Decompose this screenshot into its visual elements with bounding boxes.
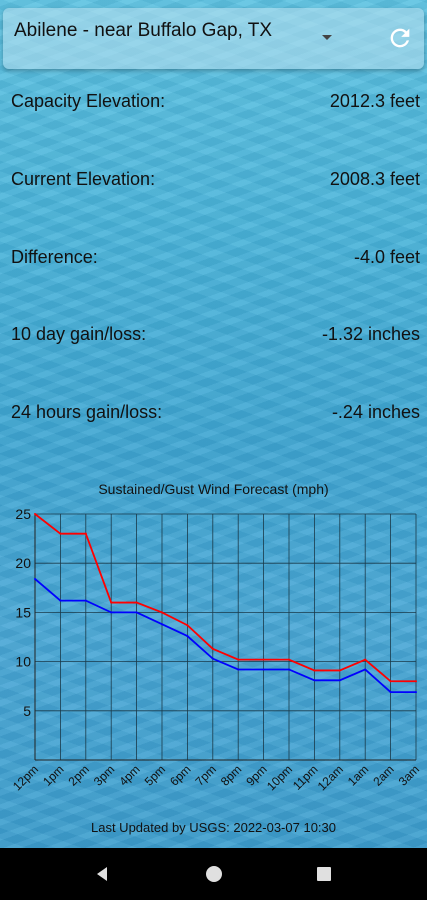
- capacity-elevation-row: Capacity Elevation: 2012.3 feet: [11, 91, 420, 121]
- data-point: [84, 532, 87, 535]
- data-point: [161, 623, 163, 626]
- data-point: [186, 635, 189, 638]
- data-point: [364, 658, 367, 661]
- x-tick-label: 11pm: [290, 762, 321, 793]
- current-elevation-label: Current Elevation:: [11, 169, 156, 189]
- data-point: [415, 691, 417, 694]
- data-point: [211, 657, 214, 660]
- data-point: [313, 679, 316, 682]
- twenty-four-hour-row: 24 hours gain/loss: -.24 inches: [11, 402, 420, 432]
- data-point: [262, 658, 265, 661]
- data-point: [110, 601, 113, 604]
- y-tick-label: 10: [15, 654, 31, 670]
- chart-title: Sustained/Gust Wind Forecast (mph): [98, 481, 329, 497]
- current-elevation-value: 2008.3 feet: [329, 169, 420, 189]
- ten-day-label: 10 day gain/loss:: [11, 324, 147, 344]
- location-selector[interactable]: [3, 8, 424, 69]
- x-tick-label: 3pm: [91, 762, 117, 788]
- data-point: [34, 577, 36, 580]
- x-tick-label: 1pm: [40, 762, 66, 788]
- data-point: [161, 611, 163, 614]
- location-label[interactable]: Abilene - near Buffalo Gap, TX: [14, 20, 273, 41]
- x-tick-label: 4pm: [116, 762, 142, 788]
- home-circle-icon[interactable]: [202, 862, 226, 886]
- data-point: [338, 669, 341, 672]
- data-point: [59, 532, 62, 535]
- data-point: [313, 669, 316, 672]
- data-point: [338, 679, 341, 682]
- y-tick-label: 15: [15, 604, 31, 620]
- difference-row: Difference: -4.0 feet: [11, 247, 420, 277]
- x-tick-label: 12pm: [10, 762, 41, 793]
- current-elevation-row: Current Elevation: 2008.3 feet: [11, 169, 420, 199]
- recents-square-icon[interactable]: [312, 862, 336, 886]
- x-tick-label: 6pm: [167, 762, 193, 788]
- capacity-elevation-value: 2012.3 feet: [329, 91, 420, 111]
- data-point: [288, 668, 290, 671]
- data-point: [135, 611, 138, 614]
- y-tick-label: 20: [15, 555, 31, 571]
- x-tick-label: 8pm: [218, 762, 244, 788]
- series-line-0: [34, 513, 416, 683]
- twenty-four-hour-label: 24 hours gain/loss:: [11, 402, 163, 422]
- back-triangle-icon[interactable]: [90, 862, 114, 886]
- x-tick-label: 10pm: [264, 762, 295, 793]
- difference-value: -4.0 feet: [353, 247, 420, 267]
- data-point: [389, 680, 392, 683]
- data-point: [34, 513, 36, 515]
- data-point: [364, 668, 367, 671]
- data-point: [110, 611, 113, 614]
- ten-day-value: -1.32 inches: [321, 324, 420, 344]
- x-tick-label: 5pm: [142, 762, 168, 788]
- dropdown-arrow-icon[interactable]: [322, 35, 332, 40]
- capacity-elevation-label: Capacity Elevation:: [11, 91, 166, 111]
- data-point: [389, 691, 392, 694]
- data-point: [288, 658, 290, 661]
- x-tick-label: 7pm: [193, 762, 219, 788]
- y-tick-label: 5: [23, 703, 31, 719]
- system-navbar: [0, 848, 427, 900]
- data-point: [186, 624, 189, 627]
- x-tick-label: 12am: [315, 762, 346, 793]
- data-point: [237, 668, 240, 671]
- data-point: [262, 668, 265, 671]
- data-point: [415, 680, 417, 683]
- last-updated-text: Last Updated by USGS: 2022-03-07 10:30: [91, 820, 336, 835]
- series-line-1: [34, 578, 416, 694]
- difference-label: Difference:: [11, 247, 98, 267]
- data-point: [84, 599, 87, 602]
- data-point: [211, 647, 214, 650]
- wind-forecast-chart: 51015202512pm1pm2pm3pm4pm5pm6pm7pm8pm9pm…: [10, 506, 422, 793]
- x-tick-label: 2am: [370, 762, 396, 788]
- twenty-four-hour-value: -.24 inches: [331, 402, 420, 422]
- ten-day-row: 10 day gain/loss: -1.32 inches: [11, 324, 420, 354]
- x-tick-label: 1am: [345, 762, 371, 788]
- x-tick-label: 3am: [396, 762, 422, 788]
- data-point: [237, 658, 240, 661]
- x-tick-label: 2pm: [66, 762, 92, 788]
- refresh-icon[interactable]: [386, 24, 414, 52]
- y-tick-label: 25: [15, 506, 31, 522]
- data-point: [59, 599, 62, 602]
- data-point: [135, 601, 138, 604]
